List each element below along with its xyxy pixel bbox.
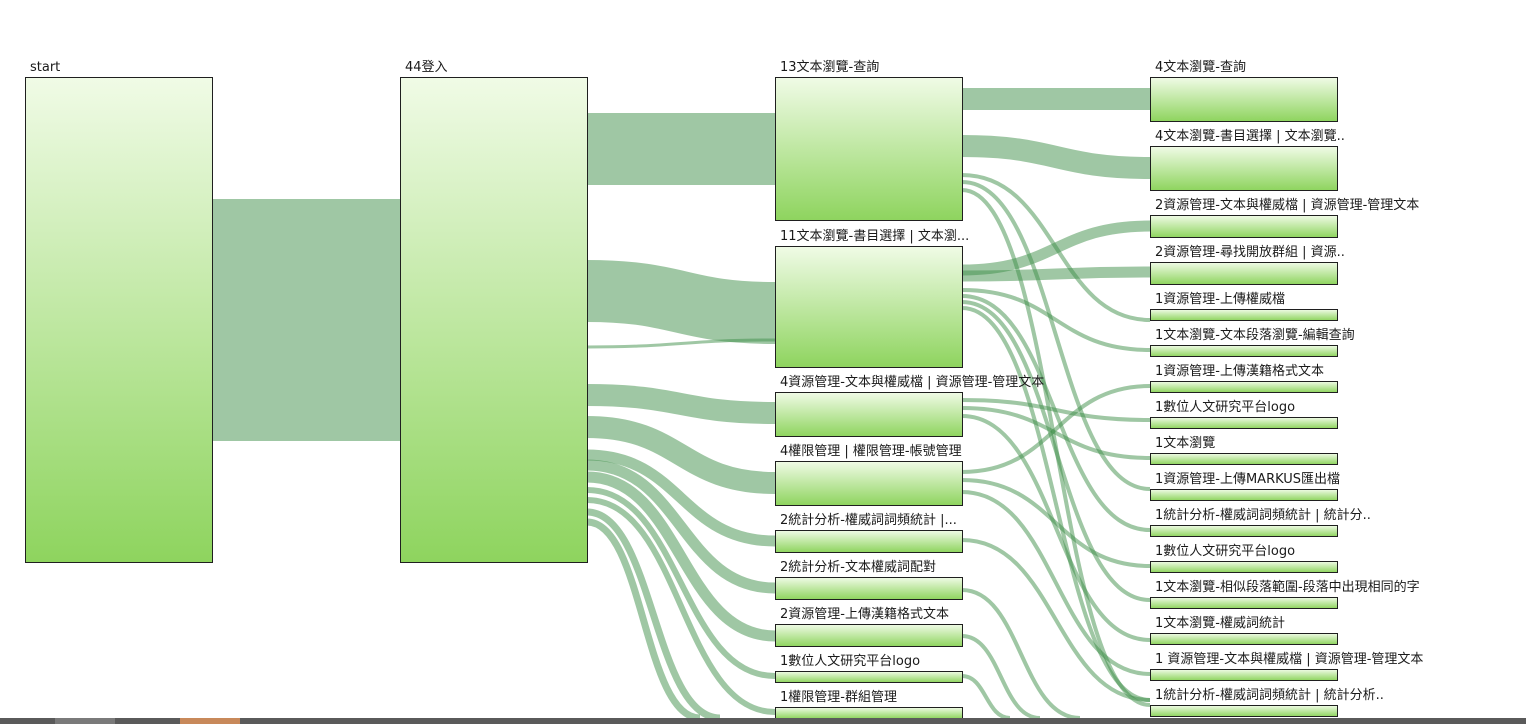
sankey-link — [961, 180, 1151, 491]
sankey-link — [961, 414, 1151, 642]
sankey-link — [586, 487, 776, 679]
sankey-node[interactable] — [1150, 417, 1338, 429]
sankey-link — [961, 478, 1151, 568]
sankey-labels: start 44登入 13文本瀏覽-查詢 11文本瀏覽-書目選擇 | 文本瀏... 4資… — [30, 59, 1423, 705]
sankey-node-label: 13文本瀏覽-查詢 — [780, 59, 879, 75]
sankey-node-label: 2統計分析-權威詞詞頻統計 |... — [780, 512, 957, 528]
sankey-node-label: 2資源管理-尋找開放群組 | 資源.. — [1155, 245, 1345, 260]
sankey-link — [961, 288, 1151, 352]
sankey-node-label: 2資源管理-文本與權威檔 | 資源管理-管理文本 — [1155, 198, 1419, 213]
sankey-node-label: start — [30, 60, 60, 75]
sankey-nodes — [25, 77, 1338, 719]
sankey-link — [961, 490, 1151, 676]
sankey-node-label: 1文本瀏覽 — [1155, 436, 1215, 451]
sankey-node[interactable] — [1150, 453, 1338, 465]
sankey-node[interactable] — [1150, 669, 1338, 681]
sankey-link — [961, 588, 1081, 718]
sankey-node[interactable] — [1150, 345, 1338, 357]
sankey-node-label: 1統計分析-權威詞詞頻統計 | 統計分.. — [1155, 507, 1371, 523]
sankey-node-label: 1文本瀏覽-相似段落範圍-段落中出現相同的字 — [1155, 579, 1420, 595]
sankey-node-label: 11文本瀏覽-書目選擇 | 文本瀏... — [780, 228, 969, 244]
sankey-link — [586, 518, 701, 718]
sankey-node[interactable] — [1150, 525, 1338, 537]
sankey-node-label: 1統計分析-權威詞詞頻統計 | 統計分析.. — [1155, 687, 1384, 703]
sankey-link — [586, 260, 776, 344]
sankey-link — [961, 406, 1151, 460]
sankey-node-label: 4權限管理 | 權限管理-帳號管理 — [780, 444, 962, 459]
sankey-link — [586, 497, 776, 715]
sankey-link — [961, 674, 1011, 718]
sankey-link — [586, 384, 776, 424]
sankey-link — [961, 398, 1151, 422]
sankey-link — [961, 294, 1151, 532]
sankey-link — [586, 471, 776, 642]
sankey-node-label: 2統計分析-文本權威詞配對 — [780, 559, 936, 575]
sankey-node[interactable] — [1150, 262, 1338, 285]
sankey-links — [211, 87, 1151, 718]
sankey-node[interactable] — [25, 77, 213, 563]
sankey-link — [961, 384, 1151, 474]
sankey-link — [961, 300, 1151, 602]
sankey-node-label: 4文本瀏覽-查詢 — [1155, 59, 1246, 75]
sankey-node-label: 1數位人文研究平台logo — [780, 654, 920, 669]
sankey-node[interactable] — [775, 707, 963, 719]
sankey-node[interactable] — [1150, 633, 1338, 645]
sankey-node[interactable] — [775, 392, 963, 437]
sankey-node-label: 1文本瀏覽-權威詞統計 — [1155, 615, 1285, 631]
sankey-node-label: 2資源管理-上傳漢籍格式文本 — [780, 606, 949, 622]
sankey-link — [961, 220, 1151, 276]
sankey-node-label: 4資源管理-文本與權威檔 | 資源管理-管理文本 — [780, 375, 1044, 390]
sankey-node[interactable] — [775, 530, 963, 553]
sankey-node[interactable] — [1150, 597, 1338, 609]
sankey-node[interactable] — [1150, 309, 1338, 321]
sankey-node[interactable] — [1150, 489, 1338, 501]
sankey-node[interactable] — [775, 624, 963, 647]
sankey-link — [961, 538, 1151, 702]
sankey-link — [961, 634, 1041, 718]
sankey-node[interactable] — [775, 461, 963, 506]
sankey-link — [961, 306, 1151, 702]
sankey-node-label: 1資源管理-上傳權威檔 — [1155, 292, 1285, 307]
sankey-node-label: 1資源管理-上傳漢籍格式文本 — [1155, 363, 1324, 379]
sankey-node[interactable] — [775, 246, 963, 368]
sankey-node-label: 1資源管理-上傳MARKUS匯出檔 — [1155, 472, 1340, 487]
sankey-link — [586, 416, 776, 494]
window-bottom-bar — [0, 718, 1526, 724]
sankey-node-label: 1數位人文研究平台logo — [1155, 544, 1295, 559]
sankey-link — [586, 508, 721, 718]
sankey-link — [586, 449, 776, 547]
sankey-node-label: 4文本瀏覽-書目選擇 | 文本瀏覽.. — [1155, 128, 1345, 144]
bottom-bar-segment — [180, 718, 240, 724]
sankey-node[interactable] — [1150, 381, 1338, 393]
sankey-link — [961, 266, 1151, 282]
sankey-link — [586, 338, 776, 349]
sankey-link — [961, 135, 1151, 179]
sankey-node-label: 1 資源管理-文本與權威檔 | 資源管理-管理文本 — [1155, 652, 1423, 667]
sankey-node[interactable] — [1150, 561, 1338, 573]
bottom-bar-segment — [55, 718, 115, 724]
sankey-node[interactable] — [775, 577, 963, 600]
sankey-node[interactable] — [1150, 705, 1338, 717]
sankey-node[interactable] — [1150, 77, 1338, 122]
sankey-node[interactable] — [775, 671, 963, 683]
sankey-node-label: 44登入 — [405, 60, 448, 75]
sankey-node[interactable] — [775, 77, 963, 221]
sankey-node[interactable] — [400, 77, 588, 563]
sankey-node[interactable] — [1150, 215, 1338, 238]
sankey-node[interactable] — [1150, 146, 1338, 191]
sankey-node-label: 1數位人文研究平台logo — [1155, 400, 1295, 415]
sankey-link — [586, 459, 776, 594]
sankey-node-label: 1文本瀏覽-文本段落瀏覽-編輯查詢 — [1155, 327, 1355, 343]
sankey-node-label: 1權限管理-群組管理 — [780, 690, 897, 705]
